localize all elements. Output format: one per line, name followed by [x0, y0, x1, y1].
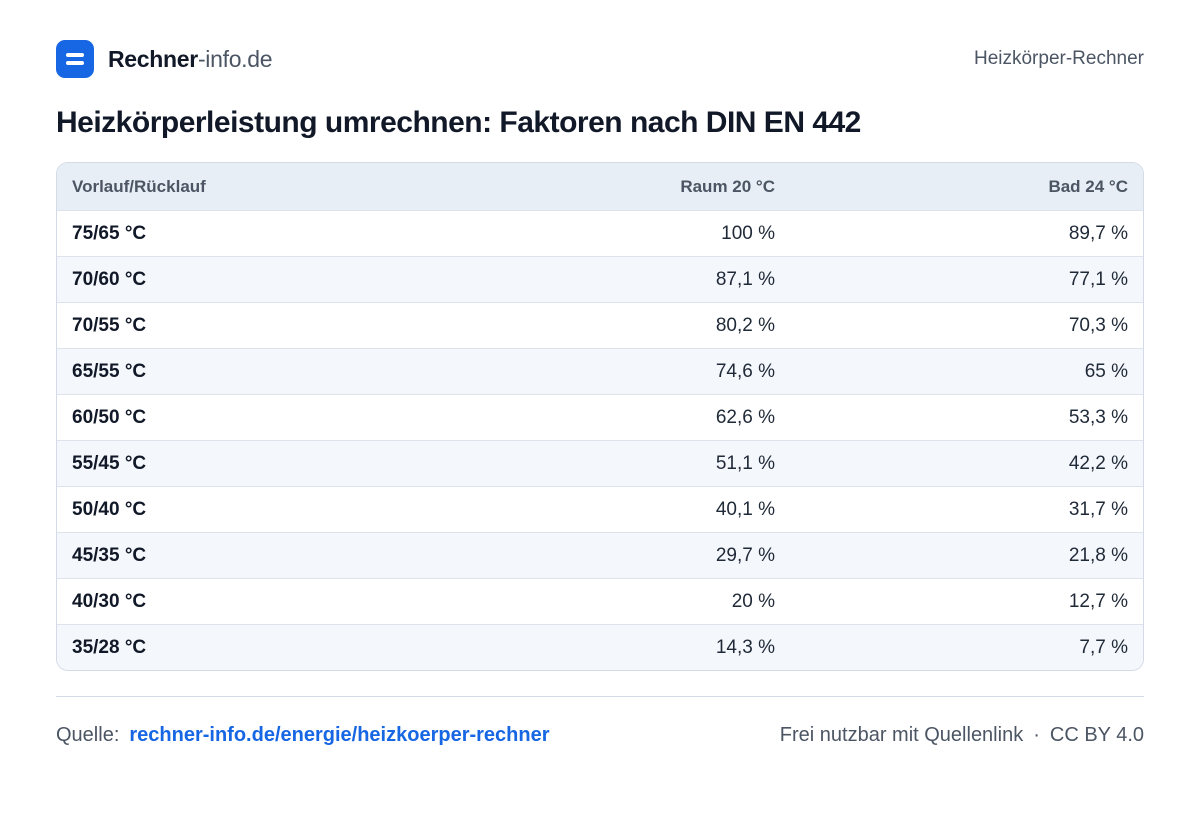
equals-logo-icon [56, 40, 94, 78]
table-row: 70/60 °C 87,1 % 77,1 % [57, 256, 1143, 303]
row-label: 50/40 °C [57, 486, 447, 533]
source: Quelle: rechner-info.de/energie/heizkoerp… [56, 724, 550, 747]
separator-dot: · [1033, 723, 1040, 746]
row-label: 60/50 °C [57, 394, 447, 441]
bath-value: 89,7 % [790, 210, 1143, 257]
bath-value: 65 % [790, 348, 1143, 395]
column-header-bath-24: Bad 24 °C [790, 163, 1143, 211]
bath-value: 31,7 % [790, 486, 1143, 533]
row-label: 35/28 °C [57, 624, 447, 670]
column-header-flow-return: Vorlauf/Rücklauf [57, 163, 447, 211]
conversion-table: Vorlauf/Rücklauf Raum 20 °C Bad 24 °C 75… [56, 162, 1144, 671]
license-text: Frei nutzbar mit Quellenlink [779, 723, 1024, 746]
column-header-room-20: Raum 20 °C [447, 163, 790, 211]
bath-value: 7,7 % [790, 624, 1143, 670]
bath-value: 70,3 % [790, 302, 1143, 349]
brand-name-strong: Rechner [108, 45, 198, 72]
room-value: 14,3 % [447, 624, 790, 670]
source-label: Quelle: [56, 723, 120, 746]
license-info: Frei nutzbar mit Quellenlink · CC BY 4.0 [780, 724, 1144, 747]
room-value: 51,1 % [447, 440, 790, 487]
room-value: 29,7 % [447, 532, 790, 579]
room-value: 100 % [447, 210, 790, 257]
page-header: Rechner-info.de Heizkörper-Rechner [56, 40, 1144, 78]
bath-value: 53,3 % [790, 394, 1143, 441]
license-label: CC BY 4.0 [1049, 723, 1144, 746]
source-link[interactable]: rechner-info.de/energie/heizkoerper-rech… [129, 723, 550, 746]
footer-divider [56, 696, 1144, 697]
brand[interactable]: Rechner-info.de [56, 40, 273, 78]
page-title: Heizkörperleistung umrechnen: Faktoren n… [56, 106, 861, 139]
table-row: 40/30 °C 20 % 12,7 % [57, 578, 1143, 625]
table-row: 55/45 °C 51,1 % 42,2 % [57, 440, 1143, 487]
row-label: 70/55 °C [57, 302, 447, 349]
row-label: 55/45 °C [57, 440, 447, 487]
bath-value: 12,7 % [790, 578, 1143, 625]
room-value: 20 % [447, 578, 790, 625]
room-value: 80,2 % [447, 302, 790, 349]
page-footer: Quelle: rechner-info.de/energie/heizkoerp… [56, 720, 1144, 750]
row-label: 70/60 °C [57, 256, 447, 303]
table-row: 70/55 °C 80,2 % 70,3 % [57, 302, 1143, 349]
row-label: 65/55 °C [57, 348, 447, 395]
row-label: 75/65 °C [57, 210, 447, 257]
brand-name-light: -info.de [197, 45, 273, 72]
table-row: 65/55 °C 74,6 % 65 % [57, 348, 1143, 395]
room-value: 62,6 % [447, 394, 790, 441]
table-row: 45/35 °C 29,7 % 21,8 % [57, 532, 1143, 579]
table-header-row: Vorlauf/Rücklauf Raum 20 °C Bad 24 °C [57, 163, 1143, 211]
row-label: 40/30 °C [57, 578, 447, 625]
table-row: 35/28 °C 14,3 % 7,7 % [57, 624, 1143, 670]
row-label: 45/35 °C [57, 532, 447, 579]
bath-value: 77,1 % [790, 256, 1143, 303]
table-row: 60/50 °C 62,6 % 53,3 % [57, 394, 1143, 441]
bath-value: 42,2 % [790, 440, 1143, 487]
room-value: 74,6 % [447, 348, 790, 395]
room-value: 40,1 % [447, 486, 790, 533]
table-row: 50/40 °C 40,1 % 31,7 % [57, 486, 1143, 533]
brand-name: Rechner-info.de [108, 45, 273, 73]
table-row: 75/65 °C 100 % 89,7 % [57, 210, 1143, 257]
header-page-label: Heizkörper-Rechner [973, 48, 1144, 69]
room-value: 87,1 % [447, 256, 790, 303]
bath-value: 21,8 % [790, 532, 1143, 579]
